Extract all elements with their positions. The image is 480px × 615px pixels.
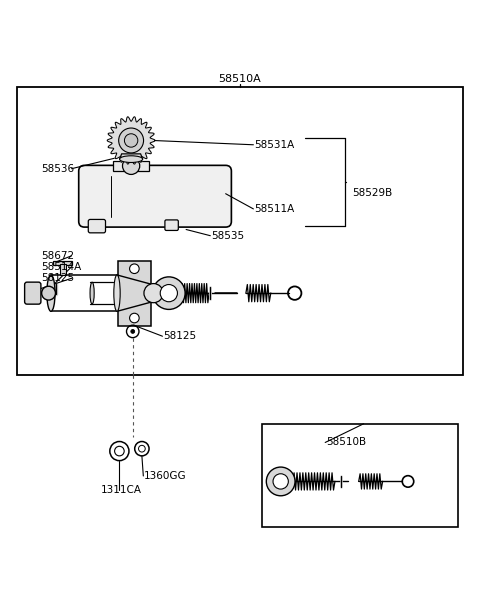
Circle shape xyxy=(160,285,178,302)
Bar xyxy=(17,87,463,375)
Circle shape xyxy=(153,277,185,309)
Text: 1311CA: 1311CA xyxy=(101,485,142,495)
Bar xyxy=(113,161,149,171)
Ellipse shape xyxy=(90,282,94,304)
Text: 58125: 58125 xyxy=(41,273,74,284)
Text: 58511A: 58511A xyxy=(254,204,295,214)
Text: 58510A: 58510A xyxy=(218,74,262,84)
Text: 58125: 58125 xyxy=(163,331,196,341)
Text: 58531A: 58531A xyxy=(254,140,295,150)
Ellipse shape xyxy=(114,275,120,311)
Text: 58672: 58672 xyxy=(41,251,74,261)
Text: 58529B: 58529B xyxy=(352,188,393,197)
FancyBboxPatch shape xyxy=(24,282,41,304)
Text: 58536: 58536 xyxy=(41,164,74,173)
Text: 58510B: 58510B xyxy=(326,437,366,448)
Circle shape xyxy=(131,330,135,333)
FancyBboxPatch shape xyxy=(79,165,231,227)
Circle shape xyxy=(266,467,295,496)
Circle shape xyxy=(124,134,138,147)
Circle shape xyxy=(130,313,139,323)
Polygon shape xyxy=(107,117,155,164)
FancyBboxPatch shape xyxy=(165,220,178,231)
Bar xyxy=(60,264,66,275)
Circle shape xyxy=(122,157,140,175)
Polygon shape xyxy=(120,154,143,159)
Circle shape xyxy=(273,474,288,489)
Circle shape xyxy=(144,284,163,303)
Text: 58514A: 58514A xyxy=(41,262,82,272)
Bar xyxy=(53,261,72,266)
Ellipse shape xyxy=(47,275,55,311)
FancyBboxPatch shape xyxy=(88,220,106,233)
Bar xyxy=(118,261,151,326)
Circle shape xyxy=(130,264,139,274)
Text: 1360GG: 1360GG xyxy=(144,471,187,481)
Bar xyxy=(262,424,458,526)
Ellipse shape xyxy=(120,156,143,162)
Circle shape xyxy=(42,286,56,300)
Text: 58535: 58535 xyxy=(211,231,244,240)
Circle shape xyxy=(119,128,144,153)
